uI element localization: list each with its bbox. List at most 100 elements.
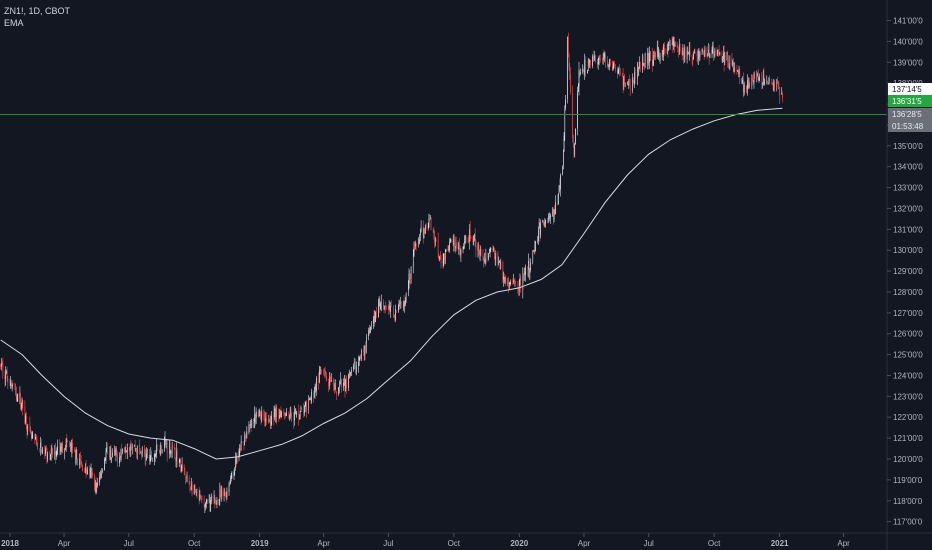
candle-body	[594, 55, 595, 59]
candle-body	[191, 484, 192, 490]
candle-body	[599, 56, 600, 59]
candle-body	[300, 408, 302, 412]
candle-body	[385, 307, 387, 309]
candle-body	[2, 362, 4, 376]
candle-body	[375, 311, 376, 323]
candle-body	[206, 500, 208, 503]
candle-body	[435, 239, 437, 241]
candle-body	[683, 51, 684, 60]
price-tick-label: 126'00'0	[893, 330, 923, 339]
symbol-title[interactable]: ZN1!, 1D, CBOT	[4, 6, 71, 16]
candle-body	[464, 240, 465, 244]
candle-body	[726, 52, 728, 55]
candle-body	[628, 79, 630, 86]
candle-body	[727, 53, 728, 60]
candle-body	[644, 63, 645, 66]
candle-body	[682, 51, 684, 56]
candle-body	[567, 36, 568, 100]
candle-body	[742, 79, 743, 82]
candle-body	[517, 282, 519, 291]
candle-body	[623, 76, 625, 86]
candle-body	[749, 82, 751, 87]
candle-body	[693, 54, 694, 60]
candle-body	[92, 471, 93, 477]
candle-body	[321, 370, 322, 371]
candle-body	[532, 252, 534, 263]
candle-body	[393, 307, 394, 314]
candle-body	[106, 447, 107, 452]
candle-body	[676, 42, 678, 46]
candle-body	[439, 256, 441, 258]
candle-body	[141, 451, 142, 456]
candle-body	[669, 41, 670, 46]
candle-body	[460, 249, 462, 255]
candle-body	[637, 64, 639, 72]
candle-body	[273, 411, 275, 418]
candle-body	[216, 499, 218, 505]
candle-body	[97, 482, 98, 486]
candle-body	[368, 330, 369, 337]
candle-body	[90, 470, 91, 476]
candle-body	[309, 399, 310, 401]
candle-body	[412, 255, 414, 267]
candle-body	[405, 299, 406, 305]
candle-body	[525, 268, 526, 276]
candle-body	[124, 447, 125, 451]
candle-body	[614, 64, 615, 66]
candle-body	[439, 256, 440, 259]
candle-body	[642, 57, 644, 65]
candle-body	[779, 87, 780, 96]
candle-body	[448, 249, 450, 250]
candle-body	[365, 346, 366, 348]
candle-body	[478, 243, 480, 252]
candle-body	[654, 55, 655, 58]
candle-body	[578, 70, 580, 88]
candle-body	[144, 452, 146, 457]
chart-legend: ZN1!, 1D, CBOT EMA	[4, 5, 70, 29]
candle-body	[117, 454, 118, 463]
candle-body	[25, 415, 26, 423]
candle-body	[444, 253, 445, 261]
candle-body	[40, 441, 42, 450]
candle-body	[269, 419, 270, 421]
candle-body	[728, 58, 729, 68]
candle-body	[469, 229, 470, 242]
candle-body	[703, 54, 704, 55]
candle-body	[31, 435, 33, 438]
candle-body	[109, 446, 110, 459]
candle-body	[334, 382, 336, 390]
price-tags: 137'14'5 136'31'5 136'28'5 01:53:48	[888, 83, 932, 132]
candle-body	[577, 91, 578, 129]
candle-body	[179, 459, 181, 463]
candle-body	[666, 48, 668, 53]
candle-body	[463, 243, 465, 248]
candle-body	[394, 317, 396, 321]
candle-body	[41, 449, 43, 454]
time-axis[interactable]: 2018 Apr Jul Oct 2019 Apr Jul Oct 2020 Apr Jul Oct 2…	[1, 533, 850, 548]
candle-body	[298, 412, 300, 419]
candle-body	[489, 248, 491, 253]
candle-body	[255, 411, 257, 424]
candle-body	[479, 249, 481, 255]
candle-body	[677, 46, 679, 52]
candle-body	[533, 249, 535, 253]
candle-body	[274, 408, 276, 418]
candle-body	[336, 391, 337, 394]
ema-indicator-label[interactable]: EMA	[4, 18, 24, 28]
candle-body	[200, 495, 201, 497]
candle-body	[467, 241, 469, 242]
candle-body	[249, 424, 250, 426]
candle-body	[278, 416, 280, 419]
candle-body	[286, 412, 287, 413]
candle-body	[563, 150, 564, 167]
price-tick-label: 120'00'0	[893, 455, 923, 464]
candle-body	[678, 52, 679, 53]
candle-body	[548, 219, 549, 221]
price-tick-label: 124'00'0	[893, 371, 923, 380]
candle-body	[737, 70, 738, 72]
price-tag-label: 136'28'5	[892, 110, 922, 119]
candle-body	[166, 442, 168, 454]
candle-body	[51, 448, 53, 451]
candle-body	[688, 53, 689, 55]
